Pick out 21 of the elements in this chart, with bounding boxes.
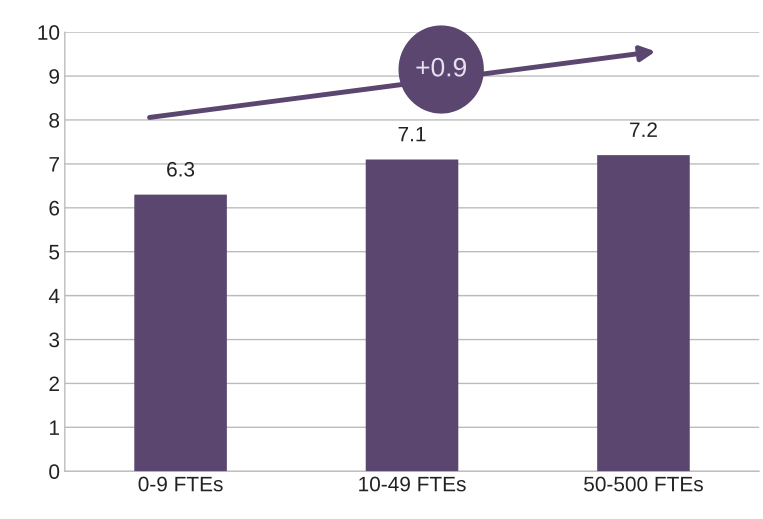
y-tick-label: 3: [49, 332, 60, 348]
bar: [134, 194, 227, 472]
data-label: 7.2: [630, 122, 657, 137]
annotation: +0.9: [416, 58, 466, 77]
bar: [366, 160, 458, 472]
x-tick-label: 0-9 FTEs: [138, 476, 223, 492]
x-tick-label: 50-500 FTEs: [584, 476, 703, 492]
y-tick-label: 1: [50, 420, 59, 435]
y-tick-label: 8: [49, 112, 60, 128]
y-tick-label: 0: [49, 464, 60, 480]
y-tick-label: 6: [49, 200, 60, 216]
y-tick-label: 4: [48, 288, 60, 304]
y-tick-label: 5: [49, 244, 60, 260]
y-tick-label: 10: [38, 25, 60, 40]
y-tick-label: 9: [49, 69, 60, 84]
x-tick-label: 10-49 FTEs: [359, 476, 466, 492]
data-label: 6.3: [167, 162, 194, 177]
data-label: 7.1: [398, 126, 426, 142]
y-tick-label: 7: [49, 157, 59, 172]
y-tick-label: 2: [49, 376, 59, 391]
bar: [597, 155, 690, 472]
